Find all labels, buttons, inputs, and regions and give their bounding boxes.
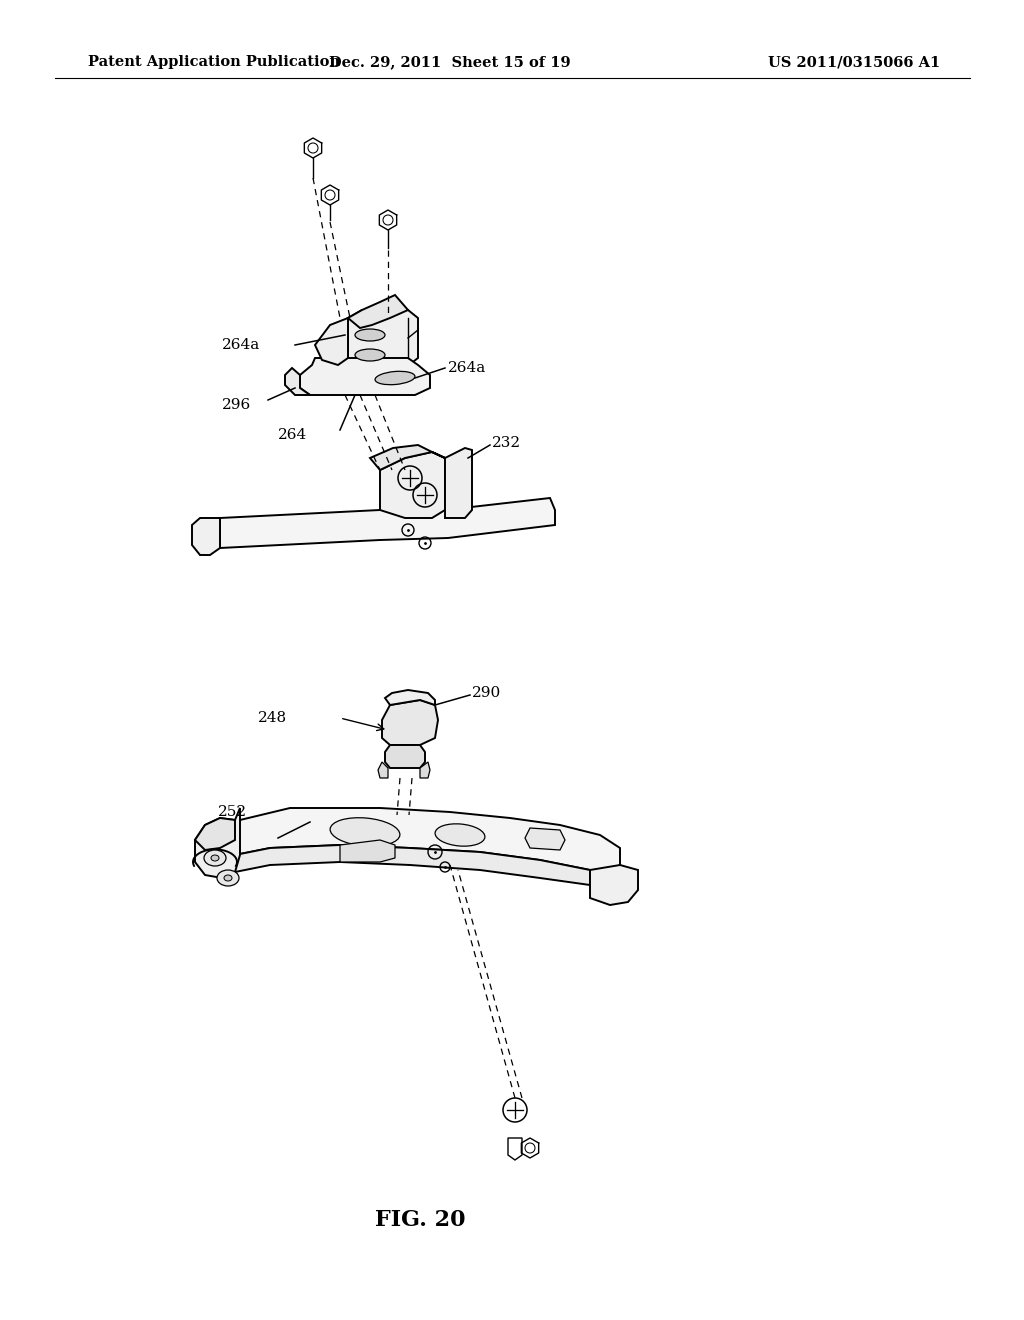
Polygon shape	[420, 762, 430, 777]
Text: 296: 296	[222, 399, 251, 412]
Polygon shape	[385, 690, 435, 705]
Text: 264a: 264a	[449, 360, 486, 375]
Polygon shape	[385, 744, 425, 768]
Polygon shape	[234, 808, 620, 873]
Text: 252: 252	[218, 805, 247, 818]
Polygon shape	[340, 840, 395, 862]
Polygon shape	[590, 865, 638, 906]
Text: 232: 232	[492, 436, 521, 450]
Ellipse shape	[375, 371, 415, 384]
Polygon shape	[300, 358, 430, 395]
Text: 248: 248	[258, 711, 287, 725]
Polygon shape	[195, 808, 240, 878]
Text: Patent Application Publication: Patent Application Publication	[88, 55, 340, 69]
Text: 264: 264	[278, 428, 307, 442]
Ellipse shape	[435, 824, 485, 846]
Ellipse shape	[217, 870, 239, 886]
Polygon shape	[380, 451, 445, 517]
Polygon shape	[445, 447, 472, 517]
Ellipse shape	[211, 855, 219, 861]
Text: FIG. 20: FIG. 20	[375, 1209, 465, 1232]
Text: US 2011/0315066 A1: US 2011/0315066 A1	[768, 55, 940, 69]
Polygon shape	[315, 318, 348, 366]
Polygon shape	[234, 845, 590, 884]
Text: 290: 290	[472, 686, 502, 700]
Polygon shape	[525, 828, 565, 850]
Polygon shape	[195, 818, 234, 850]
Polygon shape	[370, 445, 445, 470]
Ellipse shape	[330, 817, 400, 846]
Polygon shape	[348, 294, 408, 327]
Ellipse shape	[224, 875, 232, 880]
Ellipse shape	[355, 329, 385, 341]
Polygon shape	[220, 498, 555, 548]
Polygon shape	[285, 368, 310, 395]
Polygon shape	[378, 762, 388, 777]
Text: 264a: 264a	[222, 338, 260, 352]
Polygon shape	[382, 700, 438, 744]
Polygon shape	[508, 1138, 522, 1160]
Polygon shape	[348, 310, 418, 368]
Ellipse shape	[204, 850, 226, 866]
Text: Dec. 29, 2011  Sheet 15 of 19: Dec. 29, 2011 Sheet 15 of 19	[329, 55, 570, 69]
Ellipse shape	[355, 348, 385, 360]
Polygon shape	[193, 517, 220, 554]
